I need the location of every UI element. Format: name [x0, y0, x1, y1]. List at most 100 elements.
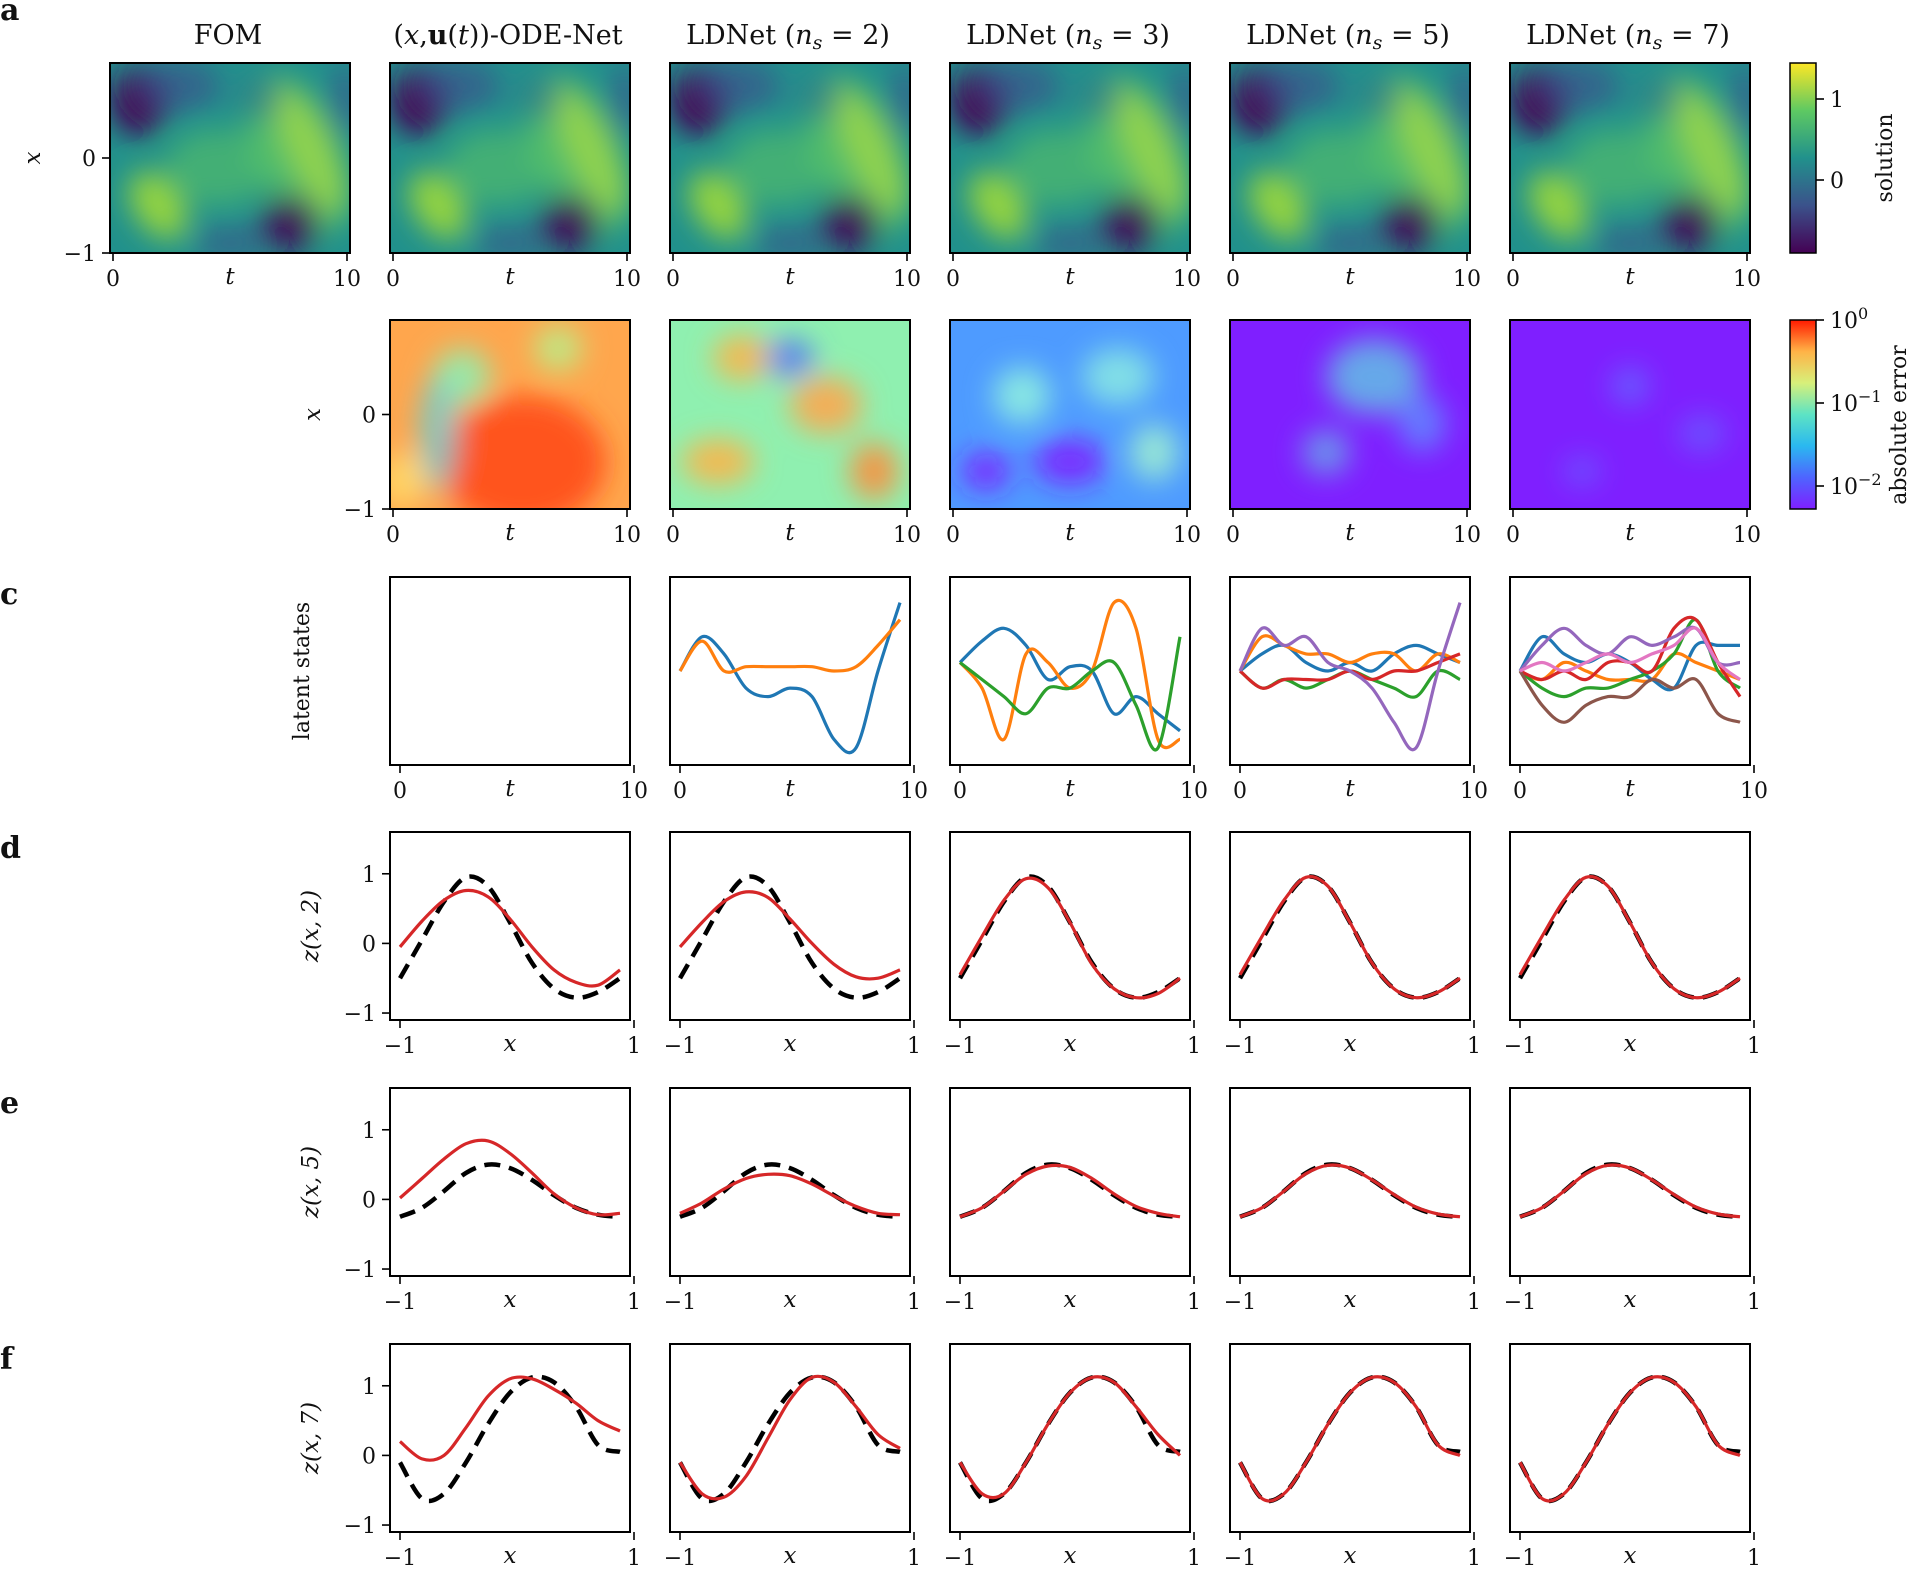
error-map-4-frame	[1509, 319, 1751, 510]
profile-y-tick-label: 1	[362, 1375, 376, 1400]
heatmap-x-tick-label: 10	[893, 523, 921, 548]
heatmap-x-tick-label: 10	[1733, 523, 1761, 548]
prediction-line	[678, 890, 901, 981]
heat-blob	[610, 63, 630, 139]
latent-x-tick-label: 10	[1180, 779, 1208, 804]
prediction-line	[1518, 1375, 1741, 1503]
profile-y-tick-label: 1	[362, 863, 376, 888]
heat-blob	[408, 171, 468, 240]
heat-blob	[962, 452, 1010, 491]
heatmap-x-tick-label: 0	[106, 267, 120, 292]
prediction-line	[398, 1375, 621, 1462]
colorbar-solution: 1 0 solution	[1789, 62, 1898, 254]
heatmap-xlabel: t	[1625, 520, 1635, 546]
heatmap-x-tick-label: 10	[893, 267, 921, 292]
heatmap-xlabel: t	[1065, 520, 1075, 546]
profile-frame	[1509, 831, 1751, 1021]
heat-blob	[414, 63, 501, 113]
heat-blob	[474, 224, 546, 253]
profile-xlabel: x	[1064, 1287, 1077, 1313]
heat-blob	[1034, 439, 1106, 485]
error-map-3-frame	[1229, 319, 1471, 510]
error-map-3-blobs	[1302, 338, 1446, 475]
latent-x-tick-label: 0	[1233, 779, 1247, 804]
heat-blob	[165, 129, 271, 206]
solution-map-4-frame	[1229, 62, 1471, 254]
column-title-ode-net: (x,u(t))-ODE-Net	[393, 20, 622, 51]
heat-blob	[1562, 456, 1602, 487]
solution-map-4-blobs	[1230, 63, 1470, 253]
solution-map-1-frame	[389, 62, 631, 254]
heatmap-xlabel: t	[1345, 520, 1355, 546]
heat-blob	[1034, 224, 1106, 253]
heatmap-x-tick-label: 10	[613, 523, 641, 548]
prediction-line	[958, 876, 1181, 1000]
profile-y-tick-label: 1	[362, 1119, 376, 1144]
reference-fom-line	[1239, 1162, 1461, 1220]
profile-xlabel: x	[1064, 1031, 1077, 1057]
solution-map-1-blobs	[390, 63, 630, 253]
solution-map-2-field	[670, 63, 910, 253]
profile-x-tick-label: −1	[384, 1546, 416, 1571]
profile-ylabel: z(x, 7)	[298, 1402, 324, 1475]
heat-blob	[725, 129, 831, 206]
column-title-ldnet-3: LDNet (ns = 3)	[966, 20, 1170, 54]
heat-blob	[1730, 63, 1750, 139]
profile-y-tick-label: 0	[362, 1188, 376, 1213]
heat-blob	[541, 196, 599, 253]
reference-fom-line	[958, 1374, 1181, 1504]
prediction-line	[398, 1138, 621, 1217]
profile-x-tick-label: 1	[907, 1034, 921, 1059]
profile-y-tick-label: −1	[344, 1002, 376, 1027]
solution-map-5-blobs	[1510, 63, 1750, 253]
prediction-line	[958, 1375, 1182, 1500]
heatmap-x-tick-label: 0	[1226, 523, 1240, 548]
heat-blob	[261, 196, 319, 253]
heat-blob	[1610, 367, 1650, 406]
latent-frame	[389, 576, 631, 766]
latent-x-tick-label: 0	[953, 779, 967, 804]
profile-xlabel: x	[1344, 1031, 1357, 1057]
solution-map-0-field	[110, 63, 350, 253]
heatmap-x-tick-label: 0	[666, 267, 680, 292]
heatmap-x-tick-label: 0	[1226, 267, 1240, 292]
heat-blob	[821, 196, 879, 253]
latent-xlabel: t	[785, 776, 795, 802]
error-map-1-field	[670, 320, 910, 509]
heat-blob	[766, 338, 814, 377]
profile-xlabel: x	[1064, 1543, 1077, 1569]
profile-frame	[1509, 1343, 1751, 1533]
solution-map-3-blobs	[950, 63, 1190, 253]
profile-xlabel: x	[1624, 1031, 1637, 1057]
profile-frame	[949, 1087, 1191, 1277]
prediction-line	[398, 888, 621, 988]
colorbar-error-gradient	[1789, 319, 1817, 510]
heatmap-x-tick-label: 0	[386, 267, 400, 292]
profile-x-tick-label: 1	[1747, 1034, 1761, 1059]
heatmap-y-tick-label: 0	[362, 404, 376, 429]
colorbar-error-tick-2: 10−2	[1830, 470, 1882, 500]
heat-blob	[330, 63, 350, 139]
latent-x-tick-label: 10	[1740, 779, 1768, 804]
heat-blob	[993, 367, 1051, 424]
prediction-line	[679, 1172, 901, 1217]
profile-x-tick-label: 1	[1747, 1290, 1761, 1315]
profile-x-tick-label: 1	[907, 1290, 921, 1315]
reference-fom-line	[399, 1162, 621, 1220]
panel-label-d: d	[0, 831, 21, 866]
heatmap-ylabel: x	[300, 408, 326, 421]
heat-blob	[234, 74, 283, 120]
error-map-4-field	[1510, 320, 1750, 509]
latent-series-line	[678, 618, 902, 674]
profile-xlabel: x	[504, 1287, 517, 1313]
profile-x-tick-label: −1	[664, 1290, 696, 1315]
prediction-line	[1239, 1163, 1461, 1219]
heatmap-x-tick-label: 10	[1453, 523, 1481, 548]
colorbar-error: 100 10−1 10−2 absolute error	[1789, 304, 1912, 510]
column-title-fom: FOM	[194, 20, 263, 51]
error-map-2-frame	[949, 319, 1191, 510]
panel-label-f: f	[0, 1342, 15, 1377]
latent-series-line	[1518, 625, 1741, 673]
reference-fom-line	[1238, 874, 1462, 1001]
